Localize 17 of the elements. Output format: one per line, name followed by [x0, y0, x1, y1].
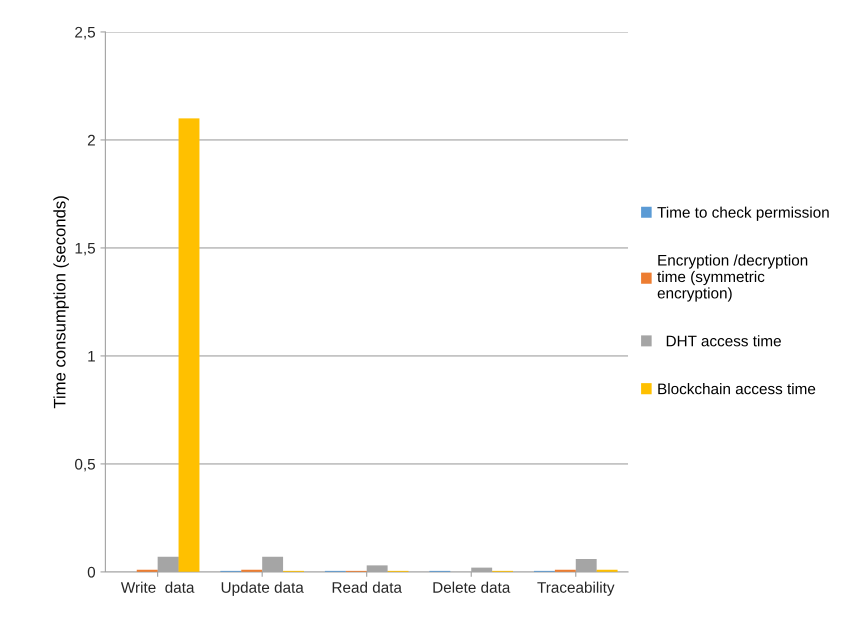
- x-tick-label: Traceability: [537, 582, 615, 596]
- bar: [178, 118, 200, 572]
- y-tick-label: 1,5: [76, 242, 96, 256]
- y-tick-label: 0,5: [75, 458, 96, 472]
- legend-label: DHT access time: [666, 335, 781, 346]
- legend-label: Blockchain access time: [658, 383, 816, 394]
- y-tick-label: 1: [88, 350, 95, 362]
- x-tick-label: Read data: [332, 582, 402, 593]
- x-tick-label: Update data: [222, 582, 304, 596]
- y-axis-title: Time consumption (seconds): [53, 196, 69, 408]
- legend-label: Encryption /decryption time (symmetric encryption): [657, 254, 808, 302]
- legend-label: Time to check permission: [657, 206, 829, 221]
- x-tick-label: Write data: [120, 582, 194, 593]
- y-tick-label: 0: [88, 566, 96, 578]
- y-tick-label: 2,5: [75, 26, 96, 40]
- y-tick-label: 2: [88, 134, 95, 146]
- x-tick-label: Delete data: [433, 582, 510, 593]
